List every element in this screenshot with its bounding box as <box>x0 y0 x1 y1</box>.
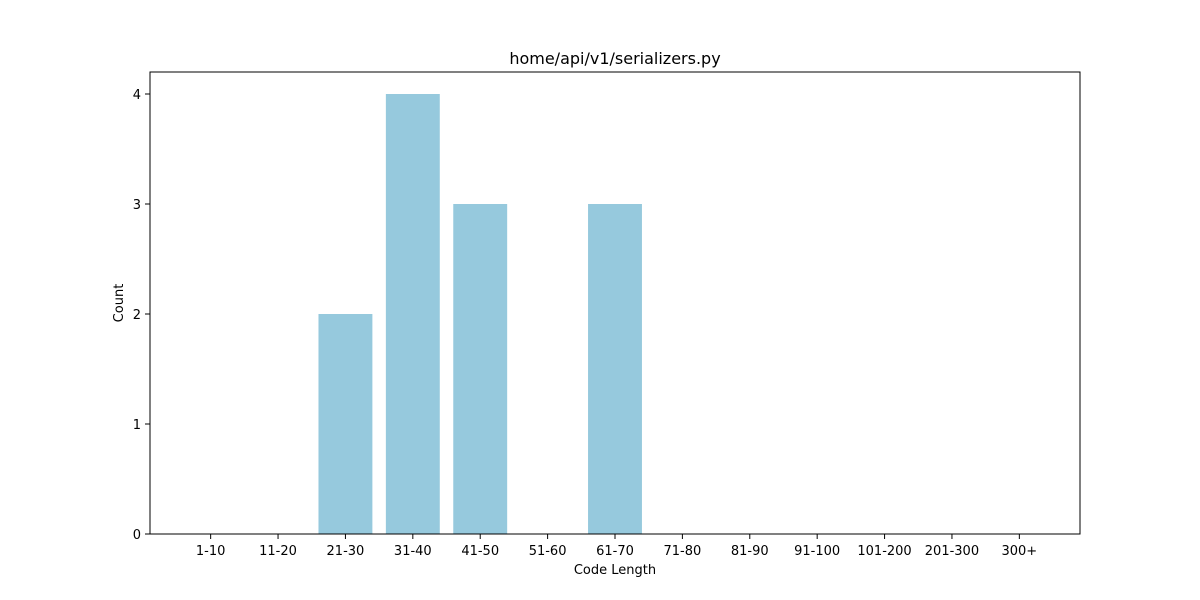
x-axis-label: Code Length <box>574 563 656 578</box>
y-tick-label: 2 <box>133 308 141 323</box>
x-tick-label: 41-50 <box>461 544 499 559</box>
bar-41-50 <box>453 204 508 534</box>
x-tick-label: 300+ <box>1001 544 1037 559</box>
x-tick-label: 21-30 <box>327 544 365 559</box>
y-tick-label: 1 <box>133 418 141 433</box>
x-tick-label: 81-90 <box>731 544 769 559</box>
x-tick-label: 201-300 <box>925 544 979 559</box>
x-tick-label: 91-100 <box>794 544 840 559</box>
bar-31-40 <box>385 94 440 534</box>
x-axis-ticks: 1-10 11-20 21-30 31-40 41-50 51-60 61-70 71-80 8… <box>196 534 1037 559</box>
bars-group <box>318 94 642 534</box>
y-axis-ticks: 0 1 2 3 4 <box>133 88 150 543</box>
bar-61-70 <box>588 204 642 534</box>
bar-21-30 <box>318 314 373 534</box>
y-tick-label: 4 <box>133 88 141 103</box>
y-tick-label: 3 <box>133 198 141 213</box>
x-tick-label: 1-10 <box>196 544 226 559</box>
x-tick-label: 11-20 <box>259 544 297 559</box>
chart-title: home/api/v1/serializers.py <box>509 49 720 68</box>
x-tick-label: 61-70 <box>596 544 634 559</box>
x-tick-label: 31-40 <box>394 544 432 559</box>
x-tick-label: 51-60 <box>529 544 567 559</box>
y-tick-label: 0 <box>133 528 141 543</box>
x-tick-label: 71-80 <box>664 544 702 559</box>
x-tick-label: 101-200 <box>857 544 911 559</box>
y-axis-label: Count <box>112 284 127 323</box>
